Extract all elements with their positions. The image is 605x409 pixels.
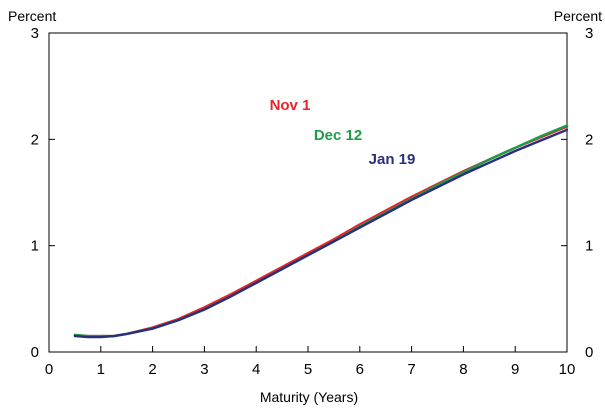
x-tick-label: 7: [407, 361, 415, 378]
x-tick-label: 1: [97, 361, 105, 378]
x-tick-label: 5: [304, 361, 312, 378]
y-tick-label-left: 0: [31, 344, 39, 361]
series-line-jan-19: [73, 128, 569, 339]
series-label-nov-1: Nov 1: [270, 97, 311, 114]
x-tick-label: 6: [356, 361, 364, 378]
x-tick-label: 4: [252, 361, 260, 378]
y-axis-right-label: Percent: [554, 8, 602, 24]
x-axis-label: Maturity (Years): [260, 389, 358, 405]
y-tick-label-right: 0: [585, 344, 593, 361]
x-tick-label: 0: [45, 361, 53, 378]
series-line-dec-12: [73, 124, 569, 338]
x-tick-label: 9: [511, 361, 519, 378]
y-axis-left-label: Percent: [8, 8, 56, 24]
x-tick-label: 2: [148, 361, 156, 378]
y-tick-label-right: 1: [585, 238, 593, 255]
x-tick-label: 10: [559, 361, 576, 378]
y-tick-label-right: 2: [585, 131, 593, 148]
plot-frame: [48, 32, 568, 353]
y-tick-label-left: 1: [31, 238, 39, 255]
series-label-dec-12: Dec 12: [314, 127, 362, 144]
y-tick-label-right: 3: [585, 25, 593, 42]
x-tick-label: 3: [200, 361, 208, 378]
y-tick-label-left: 3: [31, 25, 39, 42]
y-tick-label-left: 2: [31, 131, 39, 148]
x-tick-label: 8: [459, 361, 467, 378]
series-label-jan-19: Jan 19: [369, 151, 416, 168]
